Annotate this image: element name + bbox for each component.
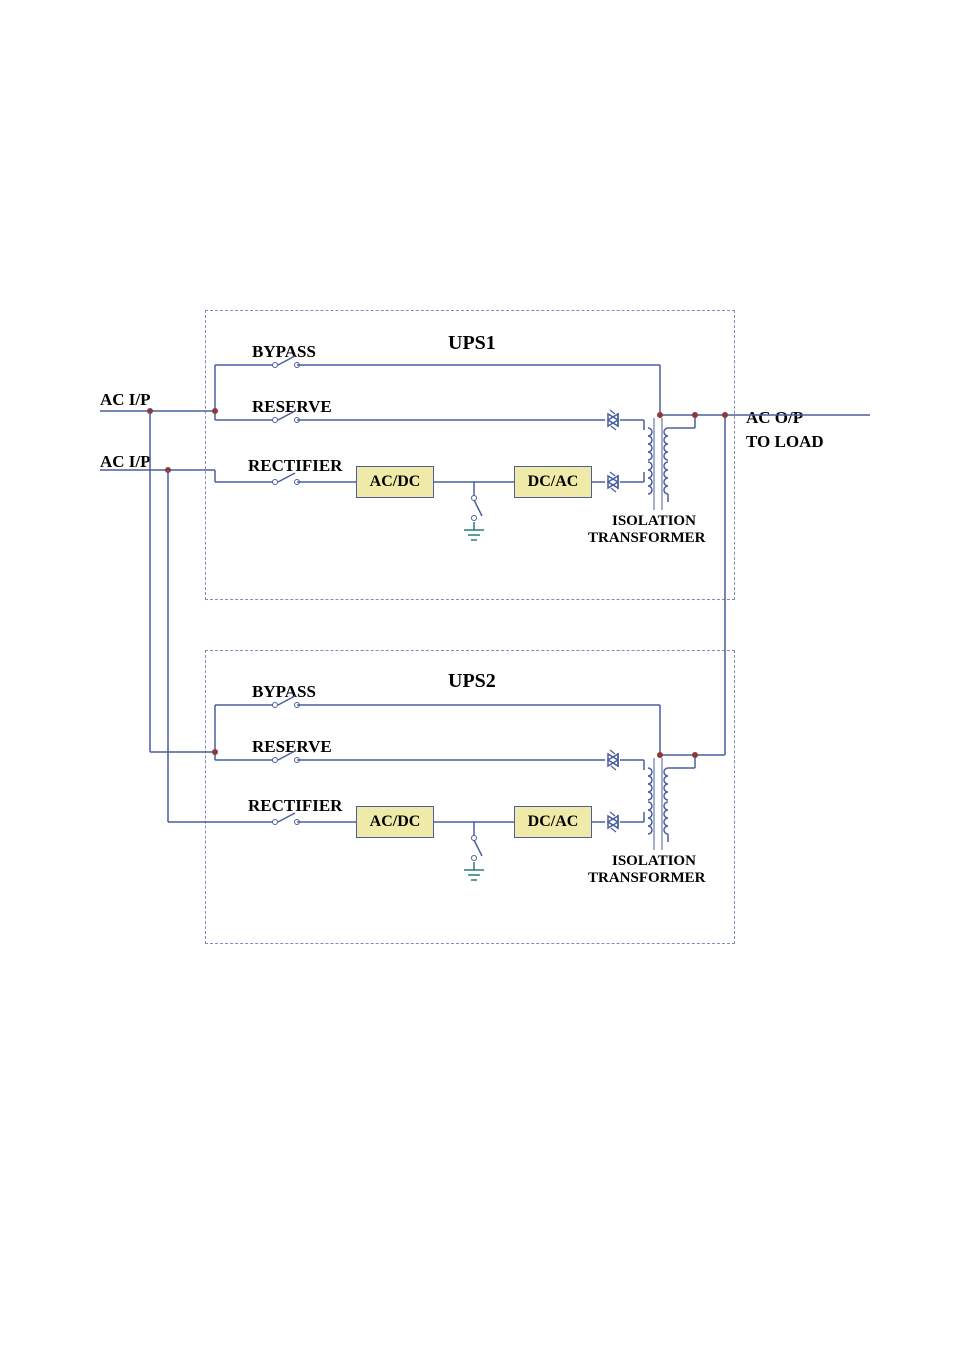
wiring-svg [100,300,870,960]
ups-diagram: AC I/P AC I/P AC O/P TO LOAD UPS1 UPS2 B… [100,300,870,960]
